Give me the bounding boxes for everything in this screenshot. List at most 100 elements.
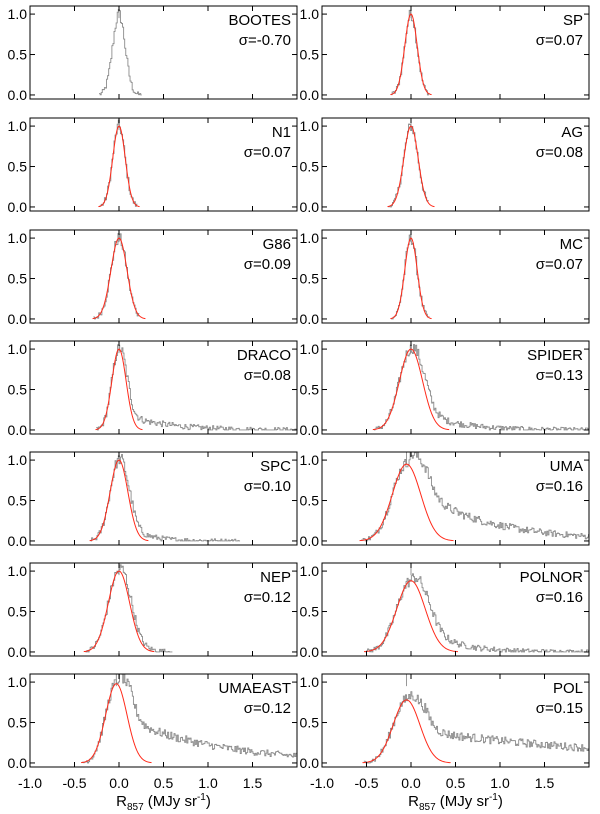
x-tick-label: -0.5 [354, 775, 378, 791]
sigma-label: σ=0.16 [536, 478, 583, 495]
x-tick-label: 1.5 [535, 775, 555, 791]
x-axis-label-part: (MJy sr [436, 793, 489, 810]
y-tick-label: 0.5 [300, 159, 320, 175]
y-tick-label: 0.0 [300, 311, 320, 327]
histogram-umaeast [82, 674, 297, 764]
region-name: UMA [550, 458, 583, 475]
y-tick-label: 1.0 [300, 452, 320, 468]
y-tick-label: 1.0 [8, 341, 28, 357]
y-tick-label: 0.5 [300, 493, 320, 509]
gaussian-fit-polnor [363, 580, 459, 653]
histogram-uma [360, 452, 589, 542]
y-tick-label: 0.0 [300, 533, 320, 549]
y-tick-label: 1.0 [300, 563, 320, 579]
panel-ag: 0.0 0.5 1.0 AG σ=0.08 [300, 117, 590, 215]
y-tick-label: 1.0 [300, 6, 320, 22]
panel-frame [29, 117, 298, 212]
panel-n1: 0.0 0.5 1.0 N1 σ=0.07 [8, 117, 298, 215]
y-tick-label: 0.5 [8, 47, 28, 63]
panel-mc: 0.0 0.5 1.0 MC σ=0.07 [300, 229, 590, 327]
sigma-label: σ=0.07 [244, 144, 291, 161]
histogram-bootes [99, 9, 142, 96]
panel-frame [321, 5, 590, 100]
gaussian-fit-n1 [98, 125, 140, 208]
gaussian-fit-spc [89, 459, 149, 542]
panel-umaeast: 0.0 0.5 1.0 -1.0 -0.5 0.0 0.5 1.0 1.5 UMAEAST σ=0.… [8, 673, 298, 791]
panel-spider: 0.0 0.5 1.0 SPIDER σ=0.13 [300, 340, 590, 438]
gaussian-fit-g86 [92, 237, 146, 320]
sigma-label: σ=0.12 [244, 700, 291, 717]
y-tick-label: 1.0 [300, 341, 320, 357]
region-name: NEP [260, 569, 291, 586]
sigma-label: σ=0.07 [536, 32, 583, 49]
x-axis-label-part: 857 [127, 802, 144, 813]
y-tick-label: 0.5 [8, 715, 28, 731]
y-tick-label: 0.5 [300, 382, 320, 398]
panel-bootes: 0.0 0.5 1.0 BOOTES σ=-0.70 [8, 5, 298, 103]
gaussian-fit-ag [387, 125, 435, 208]
histogram-spider [373, 344, 589, 431]
y-tick-label: 0.5 [300, 715, 320, 731]
panel-frame [321, 673, 590, 768]
y-tick-label: 0.5 [300, 604, 320, 620]
gaussian-fit-mc [390, 237, 432, 320]
sigma-label: σ=0.13 [536, 367, 583, 384]
sigma-label: σ=0.07 [536, 256, 583, 273]
region-name: AG [561, 124, 583, 141]
y-tick-label: 0.0 [300, 755, 320, 771]
region-name: BOOTES [228, 12, 291, 29]
panel-frame [321, 117, 590, 212]
sigma-label: σ=0.09 [244, 256, 291, 273]
y-tick-label: 0.0 [300, 422, 320, 438]
histogram-ag [388, 123, 429, 208]
panel-spc: 0.0 0.5 1.0 SPC σ=0.10 [8, 451, 298, 549]
y-tick-label: 0.5 [8, 493, 28, 509]
histogram-mc [391, 234, 430, 320]
panel-g86: 0.0 0.5 1.0 G86 σ=0.09 [8, 229, 298, 327]
panel-nep: 0.0 0.5 1.0 NEP σ=0.12 [8, 562, 298, 660]
x-tick-label: -0.5 [62, 775, 86, 791]
y-tick-label: 1.0 [300, 674, 320, 690]
y-tick-label: 0.0 [300, 87, 320, 103]
x-axis-label-part: ) [206, 793, 211, 810]
x-axis-label-part: 857 [419, 802, 436, 813]
x-axis-label: R857 (MJy sr-1) [408, 792, 503, 813]
x-tick-label: -1.0 [310, 775, 334, 791]
region-name: MC [560, 236, 583, 253]
y-tick-label: 1.0 [8, 674, 28, 690]
y-tick-label: 1.0 [8, 563, 28, 579]
gaussian-fit-spider [372, 348, 450, 431]
sigma-label: σ=0.08 [536, 144, 583, 161]
histogram-sp [391, 9, 430, 96]
y-tick-label: 0.5 [8, 271, 28, 287]
gaussian-fit-nep [83, 570, 155, 653]
y-tick-label: 0.5 [300, 271, 320, 287]
x-axis-label-part: R [408, 793, 419, 810]
y-tick-label: 0.0 [8, 755, 28, 771]
region-name: UMAEAST [218, 680, 291, 697]
x-tick-label: 1.0 [198, 775, 218, 791]
gaussian-fit-uma [359, 463, 454, 542]
y-tick-label: 1.0 [300, 230, 320, 246]
x-axis-label-part: -1 [197, 792, 206, 803]
gaussian-fit-sp [390, 13, 432, 96]
sigma-label: σ=-0.70 [239, 32, 291, 49]
gaussian-fit-draco [95, 348, 143, 431]
x-axis-label-part: (MJy sr [144, 793, 197, 810]
sigma-label: σ=0.12 [244, 589, 291, 606]
sigma-label: σ=0.10 [244, 478, 291, 495]
histogram-spc [90, 454, 241, 542]
panel-polnor: 0.0 0.5 1.0 POLNOR σ=0.16 [300, 562, 590, 660]
histogram-g86 [93, 233, 140, 320]
histogram-n1 [99, 119, 138, 208]
panel-frame [29, 229, 298, 324]
panel-frame [321, 229, 590, 324]
region-name: DRACO [237, 347, 291, 364]
y-tick-label: 0.5 [300, 47, 320, 63]
y-tick-label: 0.5 [8, 382, 28, 398]
x-tick-label: 0.0 [401, 775, 421, 791]
y-tick-label: 0.0 [8, 644, 28, 660]
histogram-draco [96, 344, 297, 431]
y-tick-label: 0.0 [300, 199, 320, 215]
